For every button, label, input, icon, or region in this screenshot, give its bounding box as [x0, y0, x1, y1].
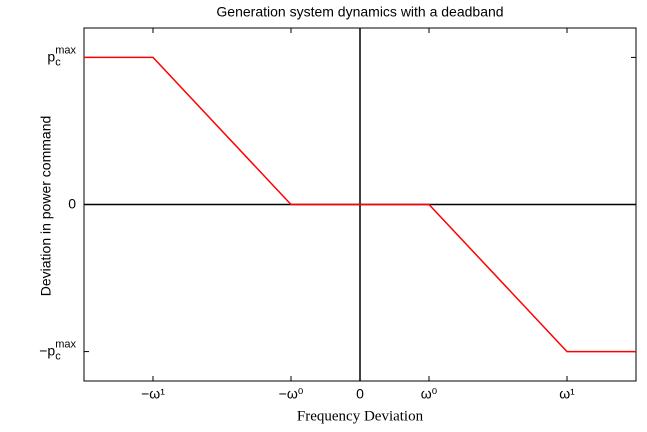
- x-tick-label: −ω⁰: [279, 386, 304, 402]
- chart-title: Generation system dynamics with a deadba…: [216, 4, 503, 20]
- x-tick-label: ω⁰: [421, 386, 438, 402]
- y-tick-label-main: 0: [68, 195, 76, 211]
- y-tick-label-sub: c: [55, 56, 61, 68]
- x-tick-label: 0: [356, 386, 364, 402]
- y-axis-label: Deviation in power command: [38, 116, 54, 297]
- y-tick-label-sup: max: [55, 44, 76, 56]
- y-tick-label-main: −p: [39, 342, 55, 358]
- y-tick-label-sub: c: [55, 350, 61, 362]
- data-line: [84, 56, 636, 353]
- x-tick-label: ω¹: [559, 386, 575, 402]
- y-tick-label-sup: max: [55, 338, 76, 350]
- y-tick-label: −pcmax: [39, 338, 76, 362]
- y-tick-label: 0: [68, 195, 76, 211]
- y-tick-label-main: p: [47, 48, 55, 64]
- x-tick-label: −ω¹: [141, 386, 165, 402]
- x-axis-label: Frequency Deviation: [297, 408, 424, 424]
- y-tick-label: pcmax: [47, 44, 76, 68]
